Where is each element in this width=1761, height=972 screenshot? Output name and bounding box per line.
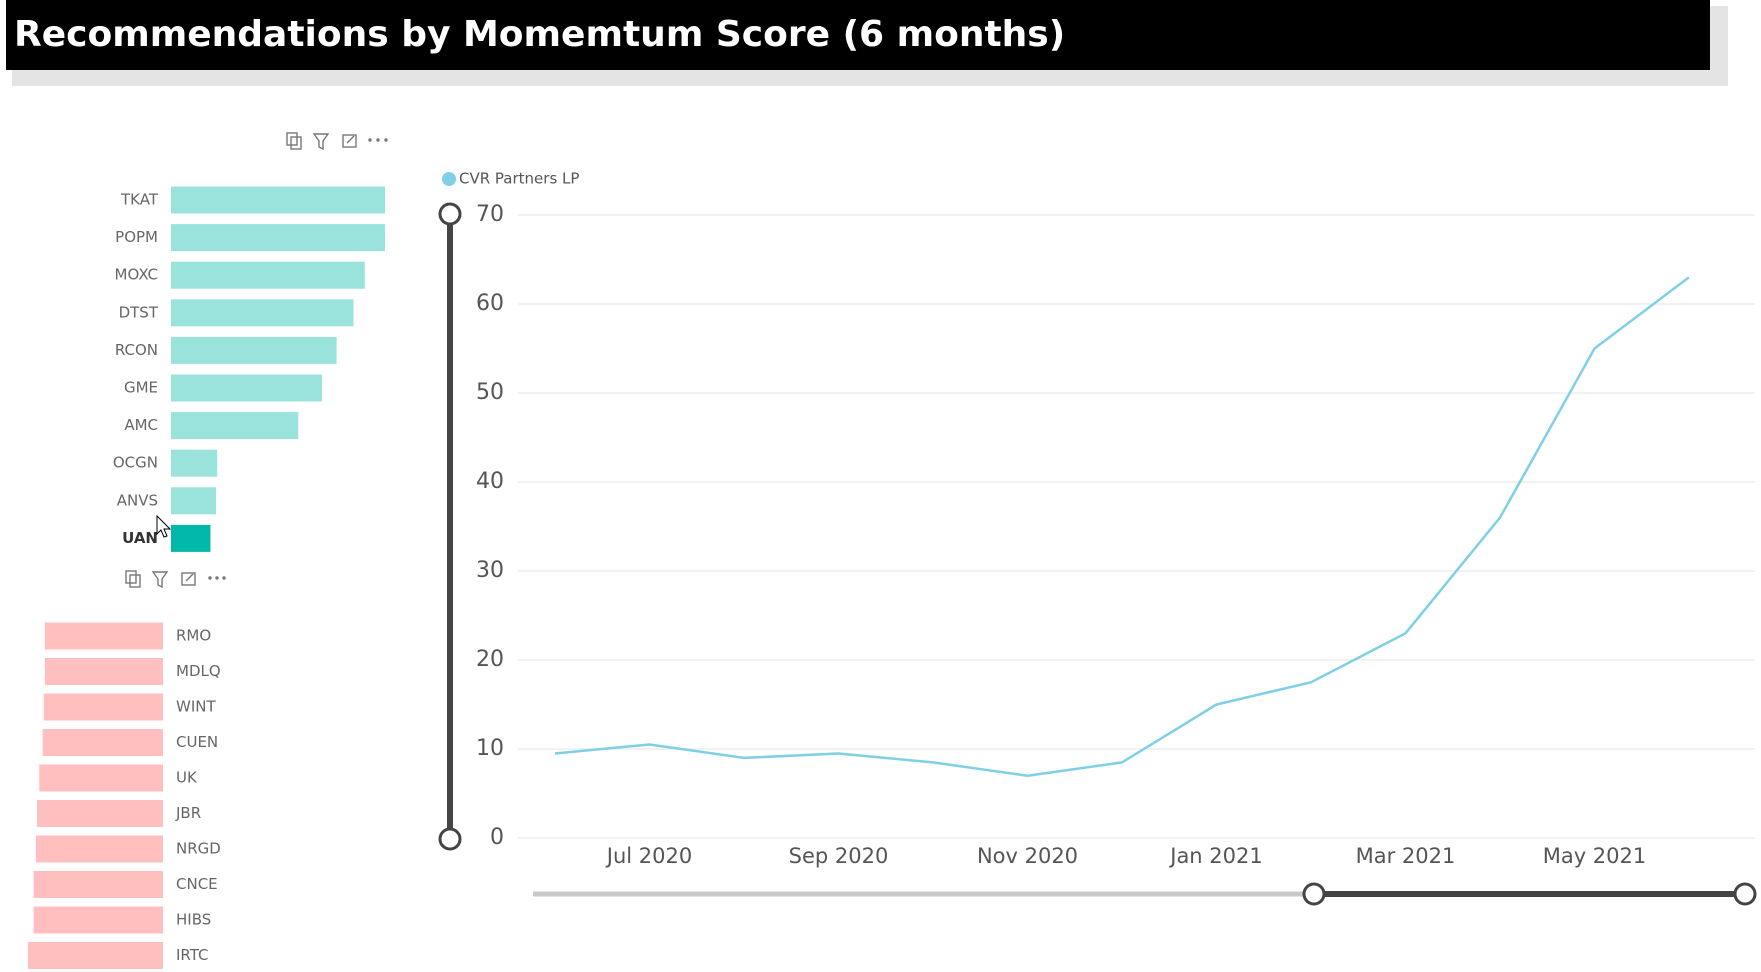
- category-label: MOXC: [115, 266, 158, 284]
- category-label: POPM: [115, 228, 158, 246]
- bar: [42, 729, 163, 756]
- bar: [37, 800, 163, 827]
- category-label: HIBS: [176, 911, 211, 929]
- category-label: GME: [124, 379, 158, 397]
- bar: [171, 487, 217, 515]
- y-tick-label: 30: [476, 558, 504, 583]
- bar: [171, 374, 322, 402]
- x-tick-label: Sep 2020: [789, 844, 889, 868]
- visual-header-icons: [125, 132, 388, 589]
- bar: [171, 336, 337, 364]
- x-tick-label: May 2021: [1543, 844, 1647, 868]
- category-label: TKAT: [120, 191, 159, 209]
- category-label: CUEN: [176, 733, 218, 751]
- x-range-slider[interactable]: [533, 882, 1757, 906]
- bar: [44, 622, 163, 650]
- category-label: MDLQ: [176, 662, 221, 680]
- bar: [43, 693, 163, 721]
- y-tick-label: 40: [476, 469, 504, 494]
- title-bar: [6, 0, 1710, 70]
- title: Recommendations by Momemtum Score (6 mon…: [14, 14, 1065, 55]
- y-tick-label: 0: [490, 825, 504, 850]
- slider-handle[interactable]: [1733, 882, 1757, 906]
- slider-handle[interactable]: [1302, 882, 1326, 906]
- category-label: DTST: [119, 303, 159, 321]
- bar: [28, 942, 163, 969]
- category-label: WINT: [176, 698, 216, 716]
- category-label: RMO: [176, 627, 211, 645]
- category-label: IRTC: [176, 946, 209, 964]
- category-label: AMC: [124, 416, 158, 434]
- bar: [171, 186, 385, 214]
- slider-handle[interactable]: [438, 827, 462, 851]
- category-label: NRGD: [176, 840, 221, 858]
- x-tick-label: Jan 2021: [1168, 844, 1263, 868]
- legend-marker: [442, 172, 456, 186]
- bar: [171, 524, 211, 552]
- bar: [35, 835, 163, 863]
- y-tick-label: 70: [476, 202, 504, 227]
- category-label: UAN: [122, 529, 158, 547]
- bar: [171, 412, 299, 440]
- category-label: OCGN: [113, 454, 158, 472]
- bar: [44, 658, 163, 685]
- bar: [33, 906, 163, 934]
- bar: [171, 224, 385, 252]
- y-range-slider[interactable]: [438, 202, 462, 851]
- line: [554, 276, 1690, 777]
- bar: [39, 764, 163, 792]
- bar: [33, 871, 163, 898]
- category-label: RCON: [115, 341, 158, 359]
- bar: [171, 449, 218, 477]
- category-label: UK: [176, 769, 198, 787]
- x-tick-label: Jul 2020: [605, 844, 692, 868]
- bar: [171, 299, 354, 327]
- category-label: ANVS: [117, 491, 158, 509]
- mouse-cursor: [156, 514, 172, 538]
- slider-handle[interactable]: [438, 202, 462, 226]
- x-tick-label: Nov 2020: [977, 844, 1078, 868]
- y-tick-label: 60: [476, 291, 504, 316]
- y-tick-label: 50: [476, 380, 504, 405]
- y-tick-label: 20: [476, 647, 504, 672]
- x-tick-label: Mar 2021: [1356, 844, 1456, 868]
- legend-label: CVR Partners LP: [459, 170, 579, 188]
- category-label: CNCE: [176, 875, 218, 893]
- y-tick-label: 10: [476, 736, 504, 761]
- bar: [171, 261, 365, 289]
- category-label: JBR: [175, 804, 201, 822]
